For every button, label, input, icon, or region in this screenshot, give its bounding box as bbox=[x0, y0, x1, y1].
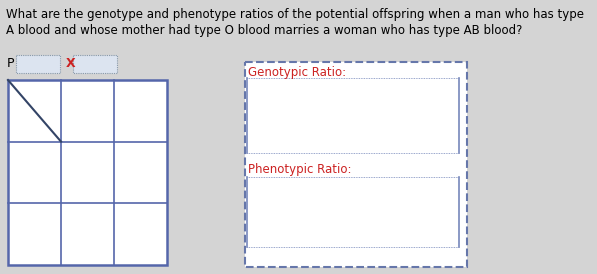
Text: P: P bbox=[7, 57, 14, 70]
Bar bbox=[245, 62, 467, 267]
Text: Genotypic Ratio:: Genotypic Ratio: bbox=[248, 66, 347, 79]
Bar bbox=[8, 80, 167, 265]
Bar bbox=[16, 55, 60, 73]
Text: X: X bbox=[65, 57, 75, 70]
Text: Phenotypic Ratio:: Phenotypic Ratio: bbox=[248, 163, 352, 176]
Text: What are the genotype and phenotype ratios of the potential offspring when a man: What are the genotype and phenotype rati… bbox=[7, 8, 584, 21]
Bar bbox=[73, 55, 117, 73]
Text: A blood and whose mother had type O blood marries a woman who has type AB blood?: A blood and whose mother had type O bloo… bbox=[7, 24, 523, 37]
